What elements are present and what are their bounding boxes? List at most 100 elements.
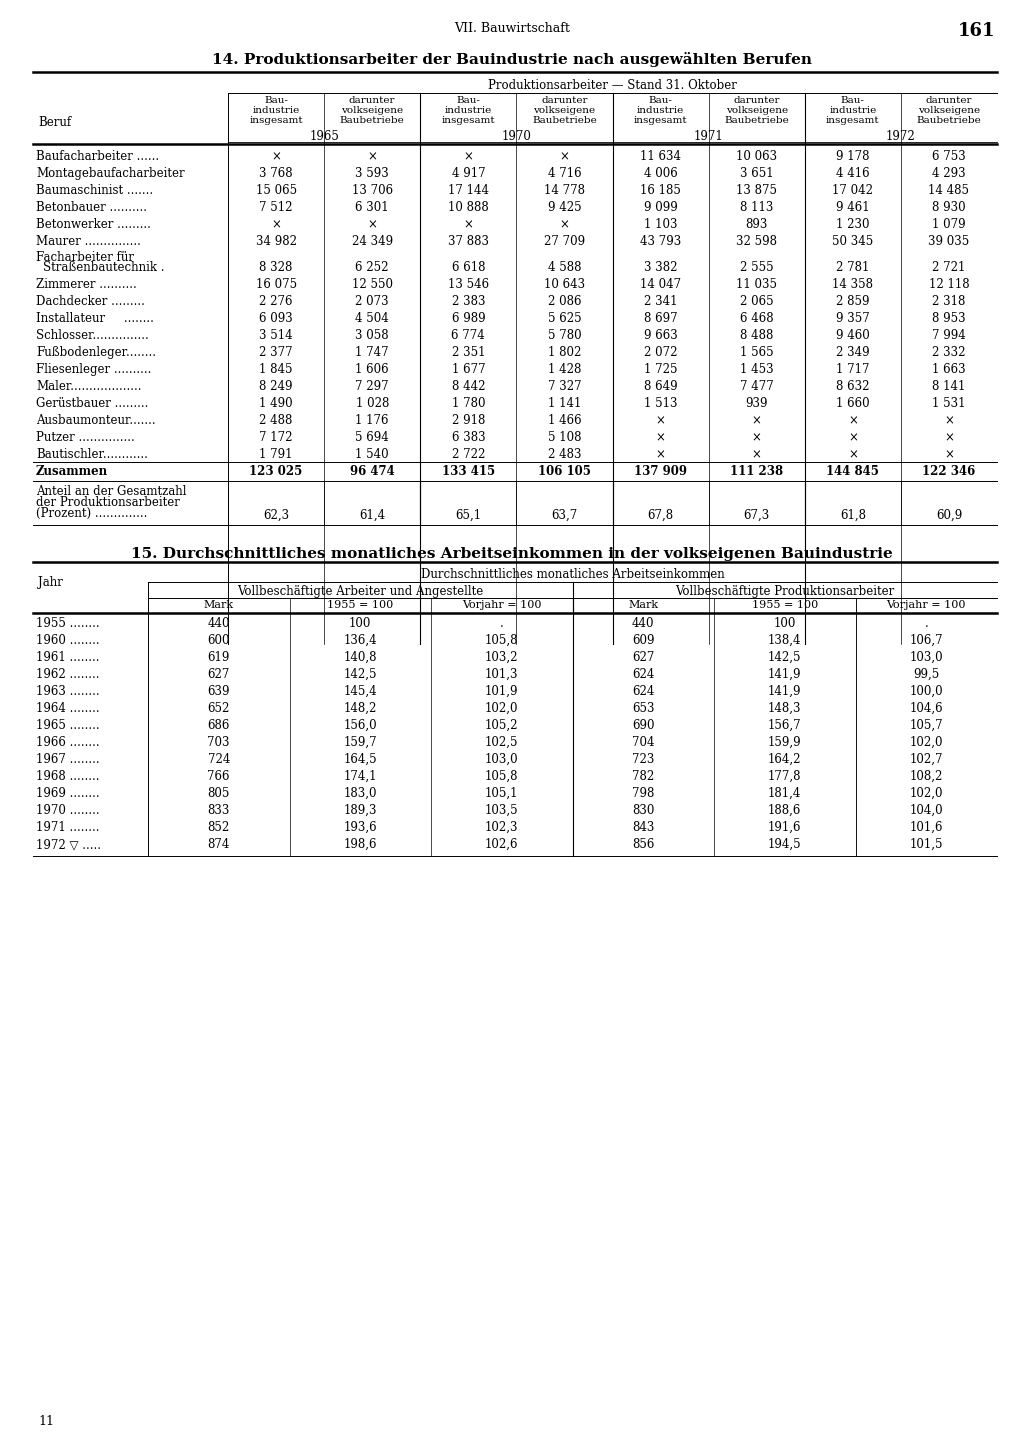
- Text: 8 930: 8 930: [932, 201, 966, 214]
- Text: 8 113: 8 113: [740, 201, 773, 214]
- Text: 138,4: 138,4: [768, 633, 802, 648]
- Text: 798: 798: [632, 787, 654, 800]
- Text: Baubetriebe: Baubetriebe: [340, 116, 404, 125]
- Text: 7 172: 7 172: [259, 431, 293, 444]
- Text: 144 845: 144 845: [826, 464, 880, 479]
- Text: ×: ×: [464, 218, 473, 231]
- Text: ×: ×: [655, 414, 666, 427]
- Text: 159,7: 159,7: [343, 737, 377, 749]
- Text: 4 917: 4 917: [452, 168, 485, 181]
- Text: 440: 440: [632, 618, 654, 631]
- Text: 1 606: 1 606: [355, 363, 389, 375]
- Text: 766: 766: [208, 770, 230, 782]
- Text: 193,6: 193,6: [343, 821, 377, 834]
- Text: Produktionsarbeiter — Stand 31. Oktober: Produktionsarbeiter — Stand 31. Oktober: [488, 79, 737, 92]
- Text: 1 660: 1 660: [836, 397, 869, 410]
- Text: 183,0: 183,0: [343, 787, 377, 800]
- Text: 156,7: 156,7: [768, 719, 802, 732]
- Text: Zusammen: Zusammen: [36, 464, 109, 479]
- Text: 188,6: 188,6: [768, 804, 802, 817]
- Text: 5 694: 5 694: [355, 431, 389, 444]
- Text: Mark: Mark: [628, 600, 658, 610]
- Text: 2 383: 2 383: [452, 295, 485, 308]
- Text: .: .: [500, 618, 504, 631]
- Text: ×: ×: [559, 218, 569, 231]
- Text: 111 238: 111 238: [730, 464, 783, 479]
- Text: 1 513: 1 513: [644, 397, 677, 410]
- Text: 2 073: 2 073: [355, 295, 389, 308]
- Text: 39 035: 39 035: [929, 235, 970, 248]
- Text: 96 474: 96 474: [350, 464, 394, 479]
- Text: Straßenbautechnik .: Straßenbautechnik .: [43, 261, 165, 274]
- Text: Beruf: Beruf: [38, 116, 71, 129]
- Text: 1966 ........: 1966 ........: [36, 737, 99, 749]
- Text: 9 425: 9 425: [548, 201, 582, 214]
- Text: 833: 833: [208, 804, 230, 817]
- Text: Zimmerer ..........: Zimmerer ..........: [36, 278, 137, 291]
- Text: ×: ×: [655, 431, 666, 444]
- Text: 2 332: 2 332: [932, 345, 966, 360]
- Text: 690: 690: [632, 719, 654, 732]
- Text: Betonbauer ..........: Betonbauer ..........: [36, 201, 147, 214]
- Text: 100: 100: [773, 618, 796, 631]
- Text: 1 540: 1 540: [355, 449, 389, 461]
- Text: insgesamt: insgesamt: [249, 116, 303, 125]
- Text: 1965: 1965: [309, 130, 339, 143]
- Text: 67,8: 67,8: [647, 509, 674, 522]
- Text: 609: 609: [632, 633, 654, 648]
- Text: 27 709: 27 709: [544, 235, 585, 248]
- Text: 10 888: 10 888: [447, 201, 488, 214]
- Text: 102,0: 102,0: [909, 787, 943, 800]
- Text: 13 546: 13 546: [447, 278, 488, 291]
- Text: 2 555: 2 555: [740, 261, 773, 274]
- Text: 106,7: 106,7: [909, 633, 943, 648]
- Text: 1 845: 1 845: [259, 363, 293, 375]
- Text: 1 802: 1 802: [548, 345, 582, 360]
- Text: industrie: industrie: [444, 106, 492, 115]
- Text: 101,9: 101,9: [485, 685, 518, 698]
- Text: Baubetriebe: Baubetriebe: [724, 116, 790, 125]
- Text: 1 453: 1 453: [740, 363, 773, 375]
- Text: Vollbeschäftigte Arbeiter und Angestellte: Vollbeschäftigte Arbeiter und Angestellt…: [238, 585, 483, 598]
- Text: 104,6: 104,6: [909, 702, 943, 715]
- Text: ×: ×: [944, 449, 954, 461]
- Text: Bautischler............: Bautischler............: [36, 449, 147, 461]
- Text: 843: 843: [632, 821, 654, 834]
- Text: 2 721: 2 721: [932, 261, 966, 274]
- Text: 103,5: 103,5: [485, 804, 518, 817]
- Text: 63,7: 63,7: [551, 509, 578, 522]
- Text: 2 349: 2 349: [836, 345, 869, 360]
- Text: 782: 782: [632, 770, 654, 782]
- Text: ×: ×: [944, 414, 954, 427]
- Text: 4 293: 4 293: [932, 168, 966, 181]
- Text: 1 176: 1 176: [355, 414, 389, 427]
- Text: 102,3: 102,3: [485, 821, 518, 834]
- Text: 189,3: 189,3: [343, 804, 377, 817]
- Text: 61,8: 61,8: [840, 509, 866, 522]
- Text: 2 483: 2 483: [548, 449, 582, 461]
- Text: 1 677: 1 677: [452, 363, 485, 375]
- Text: 893: 893: [745, 218, 768, 231]
- Text: 103,2: 103,2: [485, 651, 518, 663]
- Text: 3 382: 3 382: [644, 261, 677, 274]
- Text: Ausbaumonteur.......: Ausbaumonteur.......: [36, 414, 156, 427]
- Text: 2 781: 2 781: [837, 261, 869, 274]
- Text: 724: 724: [208, 752, 230, 767]
- Text: 653: 653: [632, 702, 654, 715]
- Text: 142,5: 142,5: [768, 651, 802, 663]
- Text: 8 697: 8 697: [644, 312, 677, 325]
- Text: 624: 624: [632, 685, 654, 698]
- Text: 723: 723: [632, 752, 654, 767]
- Text: 1 663: 1 663: [932, 363, 966, 375]
- Text: darunter: darunter: [542, 96, 588, 105]
- Text: 104,0: 104,0: [909, 804, 943, 817]
- Text: insgesamt: insgesamt: [826, 116, 880, 125]
- Text: 6 252: 6 252: [355, 261, 389, 274]
- Text: 2 072: 2 072: [644, 345, 677, 360]
- Text: 12 118: 12 118: [929, 278, 970, 291]
- Text: 7 297: 7 297: [355, 380, 389, 393]
- Text: 8 328: 8 328: [259, 261, 293, 274]
- Text: .: .: [925, 618, 928, 631]
- Text: 1970: 1970: [502, 130, 531, 143]
- Text: 8 649: 8 649: [644, 380, 677, 393]
